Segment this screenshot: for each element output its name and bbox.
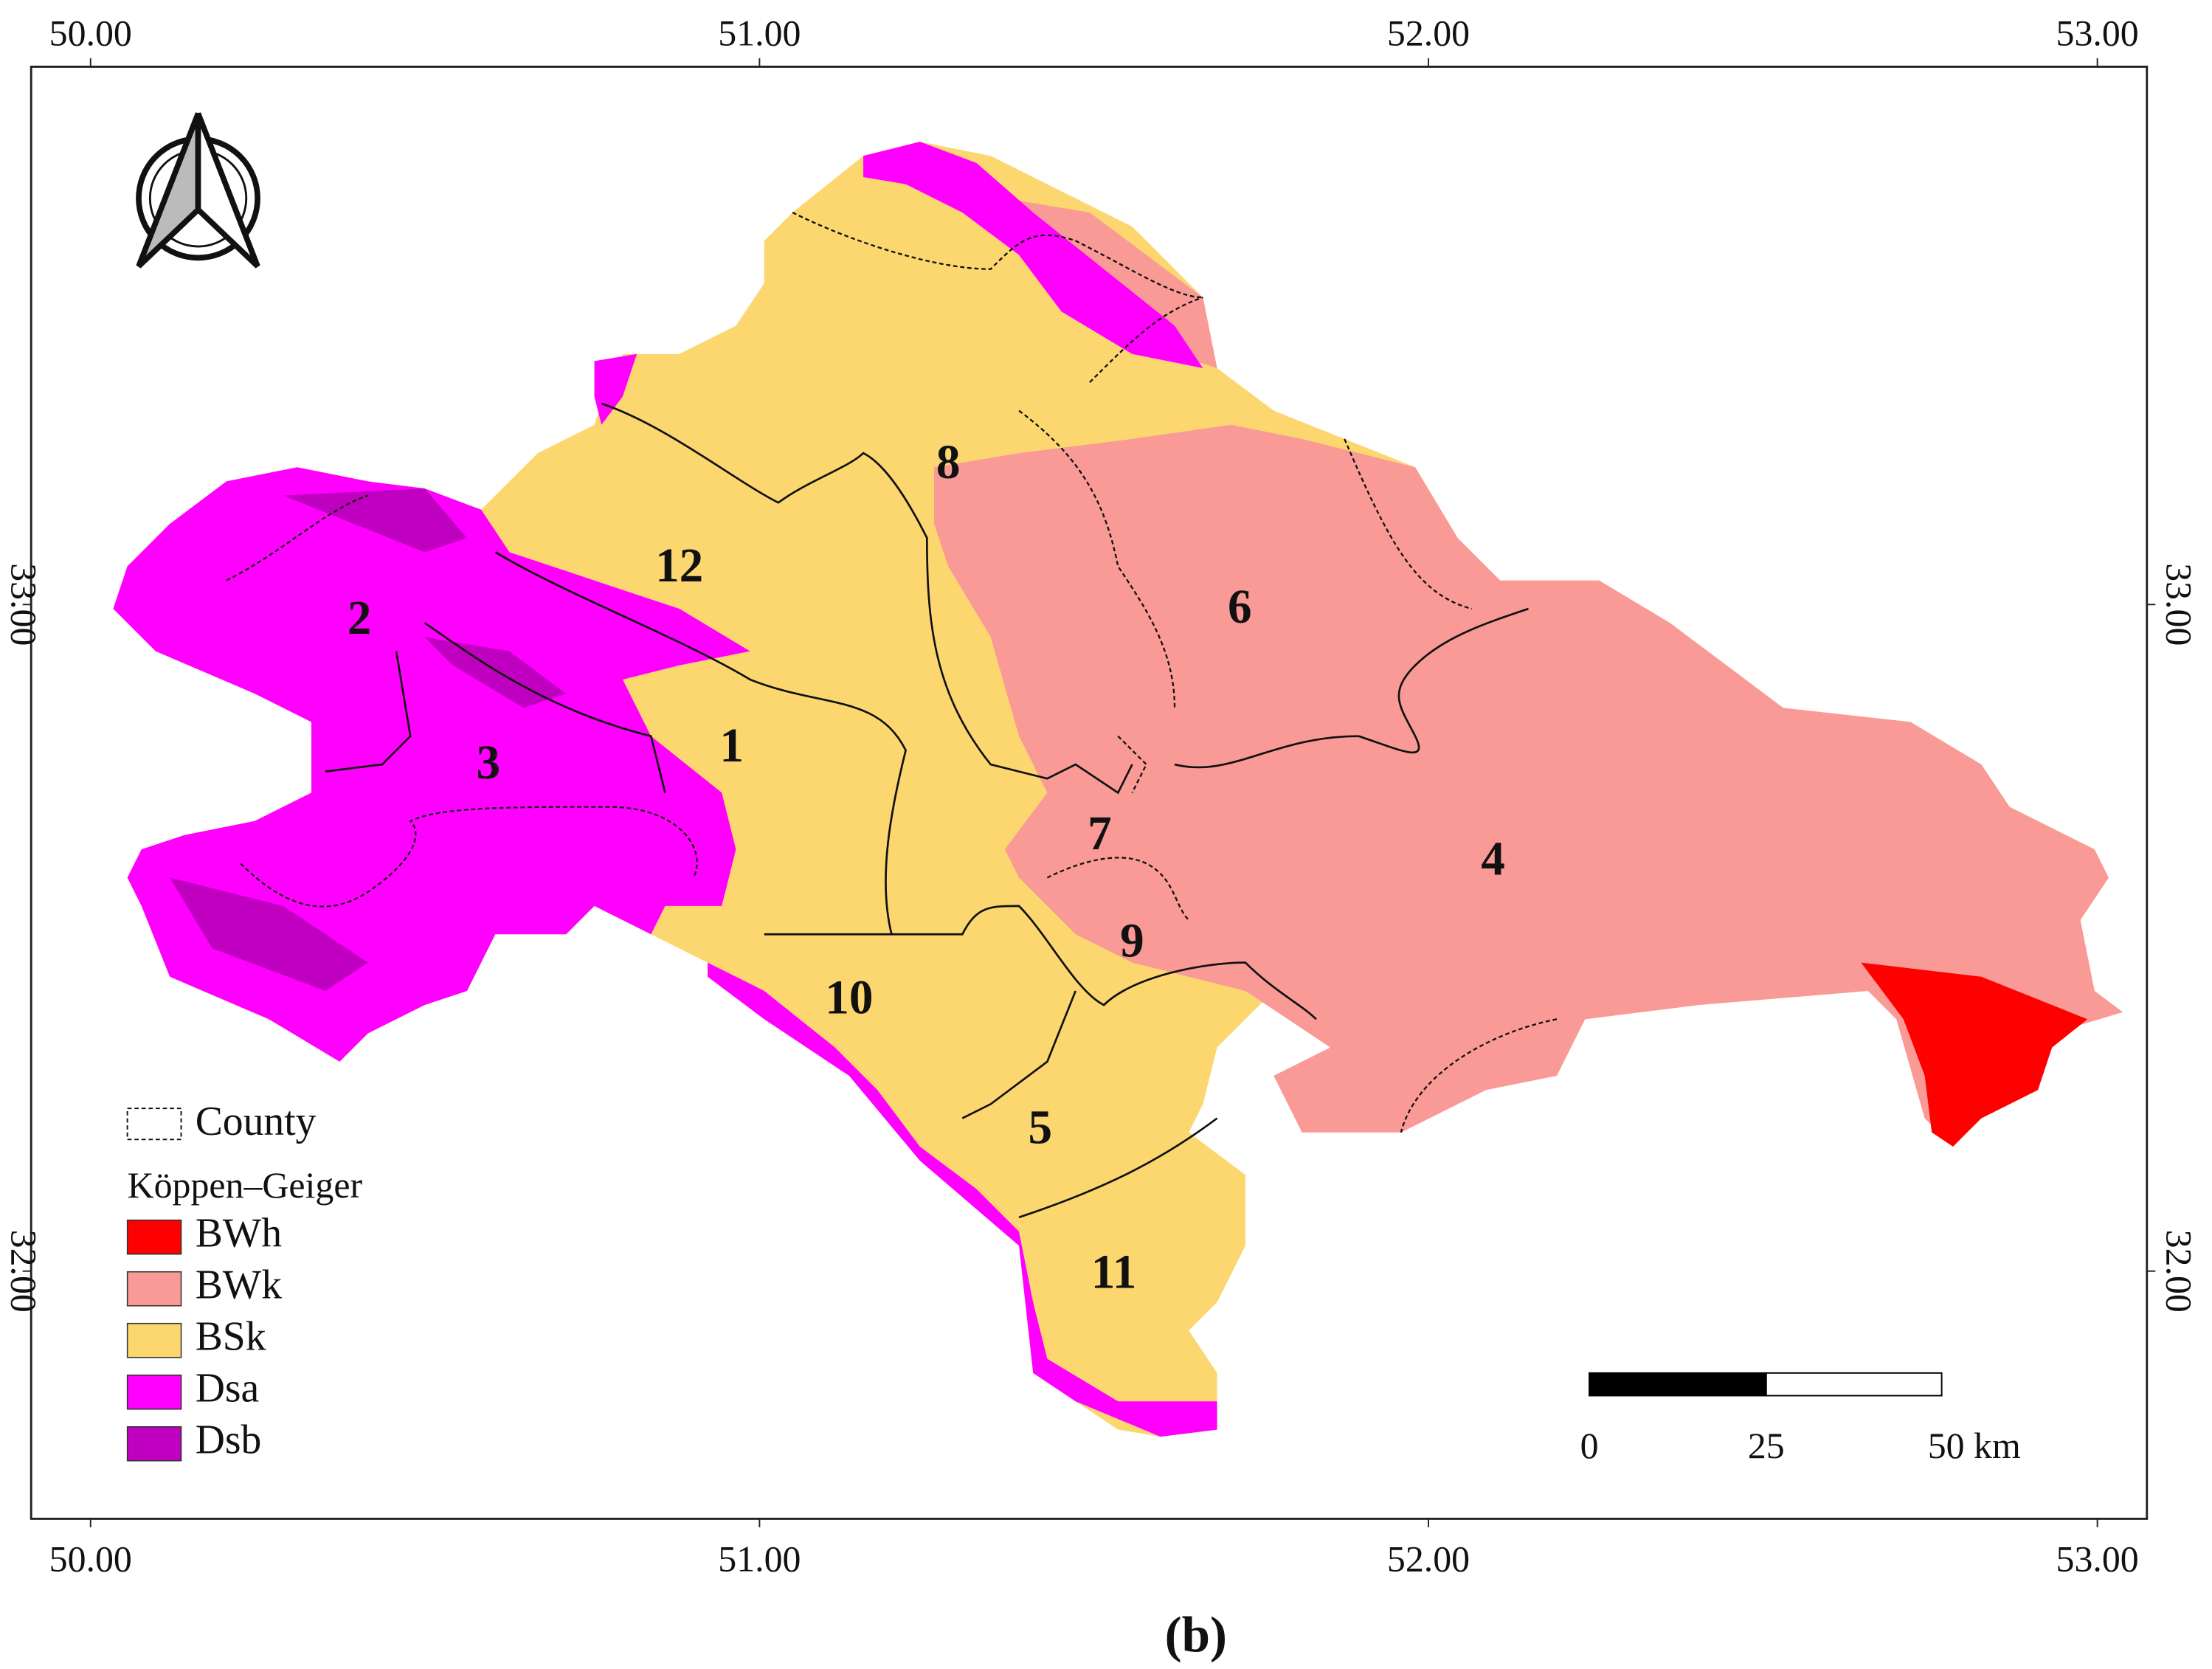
county-boundary <box>764 905 1317 1020</box>
county-boundary <box>1018 410 1176 708</box>
county-boundary <box>1400 1018 1558 1133</box>
scale-segment <box>1765 1372 1943 1397</box>
caption: (b) <box>1165 1606 1227 1663</box>
x-tick-label: 50.00 <box>49 13 132 54</box>
county-label: 11 <box>1091 1245 1137 1299</box>
county-label: 9 <box>1120 915 1144 968</box>
legend: County Köppen–Geiger BWh BWk BSk Dsa Dsb <box>126 1099 363 1463</box>
county-boundary <box>961 990 1077 1119</box>
legend-title: Köppen–Geiger <box>128 1165 363 1206</box>
x-tick-label: 53.00 <box>2056 13 2139 54</box>
x-tick-label: 51.00 <box>718 1538 801 1579</box>
x-tick-label: 53.00 <box>2056 1538 2139 1579</box>
county-label: 7 <box>1088 807 1112 860</box>
legend-swatch <box>126 1426 182 1462</box>
legend-label: Dsb <box>196 1417 262 1463</box>
county-boundaries <box>226 211 1558 1219</box>
county-boundary <box>325 651 412 773</box>
county-label: 6 <box>1228 581 1252 634</box>
climate-zone <box>170 877 368 991</box>
county-boundary <box>226 494 698 908</box>
north-arrow <box>136 112 260 269</box>
scale-label: 50 km <box>1928 1426 2021 1466</box>
climate-zone <box>283 488 467 553</box>
county-label: 5 <box>1029 1102 1053 1155</box>
county-label: 1 <box>719 719 744 773</box>
county-boundary <box>424 622 666 793</box>
legend-label: Dsa <box>196 1365 259 1411</box>
legend-swatch <box>126 1219 182 1255</box>
county-label: 3 <box>476 736 500 789</box>
county-label: 2 <box>348 592 372 645</box>
legend-label: BWh <box>196 1210 283 1256</box>
county-boundary <box>1089 296 1473 610</box>
climate-zone <box>594 353 637 425</box>
x-tick-label: 51.00 <box>718 13 801 54</box>
county-label: 4 <box>1481 832 1505 885</box>
legend-swatch <box>126 1271 182 1307</box>
scale-bar: 0 25 50 km <box>1580 1372 2021 1466</box>
legend-label: BSk <box>196 1313 266 1359</box>
scale-label: 25 <box>1748 1426 1785 1466</box>
county-label: 8 <box>936 436 961 489</box>
x-tick-label: 50.00 <box>49 1538 132 1579</box>
legend-county-label: County <box>196 1099 317 1144</box>
climate-zone <box>933 424 2123 1147</box>
county-boundary <box>494 551 908 935</box>
county-boundary <box>1018 1117 1218 1219</box>
scale-label: 0 <box>1580 1426 1599 1466</box>
county-boundary <box>1046 735 1190 921</box>
y-tick-label: 33.00 <box>2159 563 2199 646</box>
county-boundary <box>792 211 1203 299</box>
county-boundary <box>601 402 1133 795</box>
county-label: 10 <box>825 971 873 1024</box>
climate-zone <box>708 962 1217 1437</box>
legend-swatch <box>126 1322 182 1358</box>
y-tick-label: 32.00 <box>2159 1230 2199 1313</box>
climate-zones <box>113 142 2123 1437</box>
county-label: 12 <box>655 539 703 592</box>
climate-zone <box>1861 962 2088 1147</box>
x-tick-label: 52.00 <box>1387 13 1470 54</box>
climate-zone <box>863 142 1203 368</box>
legend-label: BWk <box>196 1262 283 1307</box>
county-boundary <box>1174 607 1529 769</box>
y-tick-label: 33.00 <box>3 563 44 646</box>
y-tick-label: 32.00 <box>3 1230 44 1313</box>
legend-swatch <box>126 1374 182 1410</box>
scale-segment <box>1589 1372 1767 1397</box>
x-tick-label: 52.00 <box>1387 1538 1470 1579</box>
